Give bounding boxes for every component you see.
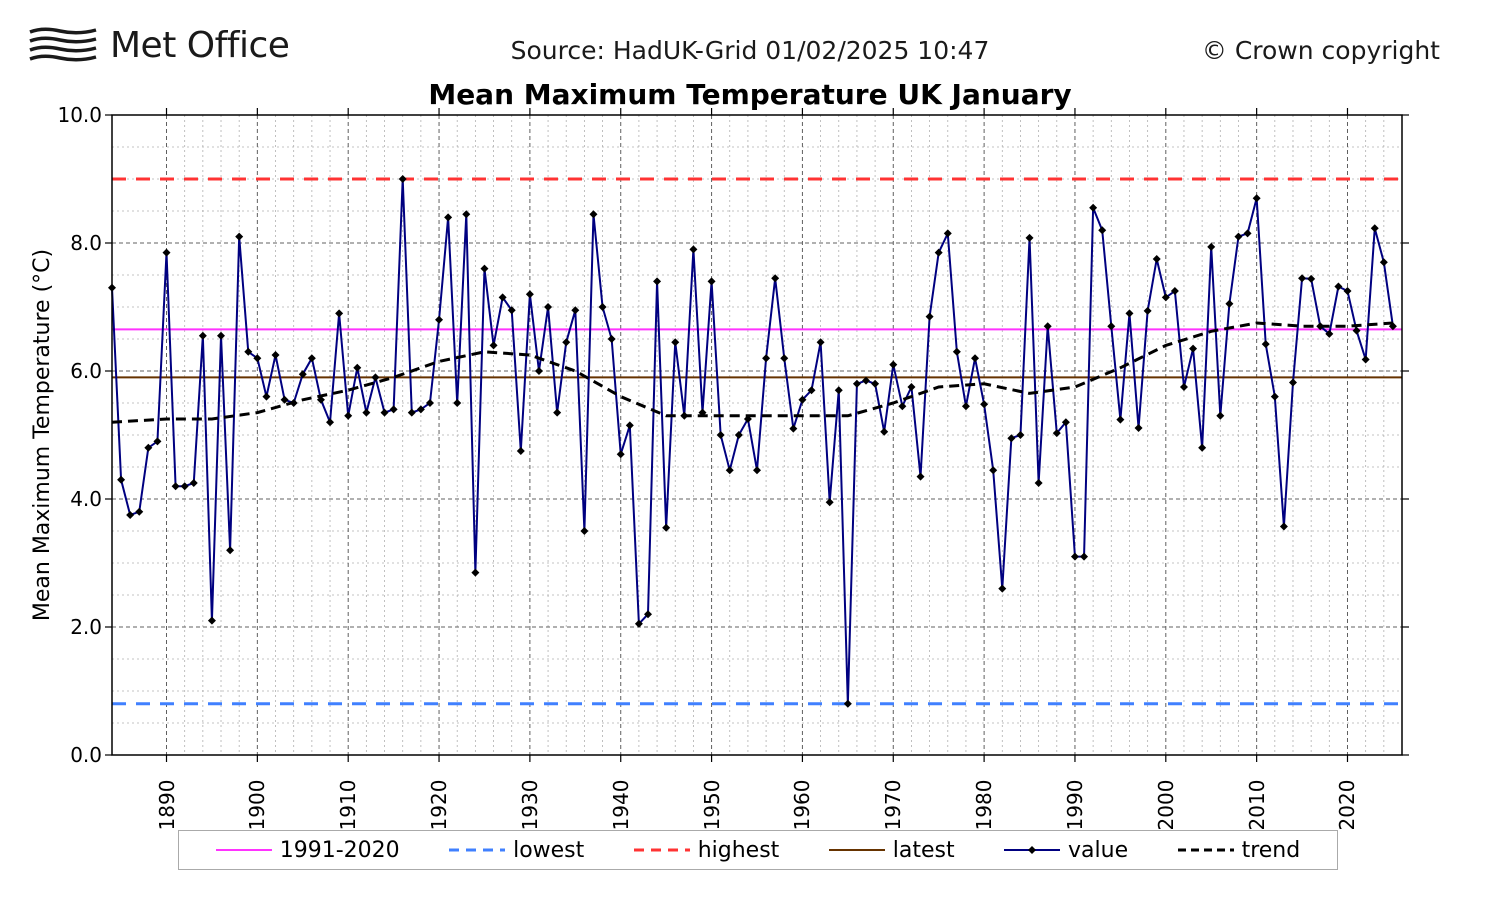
legend-label: trend [1242, 838, 1301, 863]
legend-item-latest: latest [829, 838, 955, 863]
legend-label: value [1068, 838, 1128, 863]
legend-label: lowest [513, 838, 584, 863]
legend-label: latest [893, 838, 955, 863]
legend-item-highest: highest [634, 838, 780, 863]
legend-item-lowest: lowest [449, 838, 584, 863]
chart-svg [0, 0, 1500, 900]
legend-item-trend: trend [1178, 838, 1301, 863]
legend-item-value: value [1004, 838, 1128, 863]
legend: 1991-2020 lowest highest latest value tr… [178, 830, 1338, 870]
chart-container: { "header": { "logo_text": "Met Office",… [0, 0, 1500, 900]
legend-item-baseline: 1991-2020 [216, 838, 400, 863]
legend-label: highest [698, 838, 780, 863]
legend-label: 1991-2020 [280, 838, 400, 863]
